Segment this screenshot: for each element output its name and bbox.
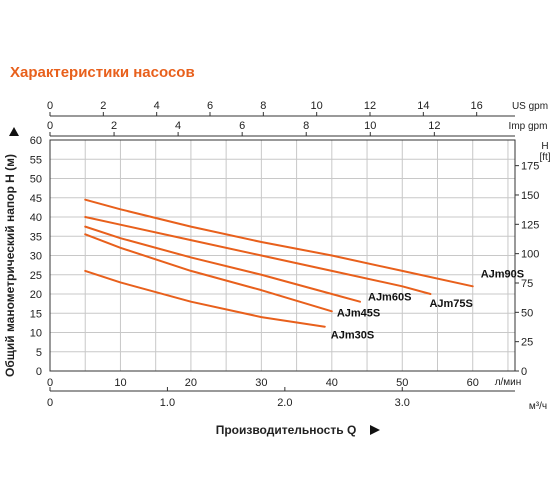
page-title: Характеристики насосов (10, 64, 195, 81)
us-gpm-tick-label: 8 (260, 100, 266, 112)
imp-gpm-tick-label: 4 (175, 120, 181, 132)
y-axis-arrow-icon (9, 127, 19, 136)
m3h-tick-label: 0 (47, 397, 53, 409)
y-tick-label: 15 (30, 308, 42, 320)
y-tick-label: 0 (36, 366, 42, 378)
y-tick-label: 20 (30, 289, 42, 301)
us-gpm-tick-label: 2 (100, 100, 106, 112)
curve-ajm30s (84, 269, 326, 328)
m3h-tick-label: 2.0 (277, 397, 292, 409)
curve-label: AJm90S (481, 268, 524, 280)
imp-gpm-tick-label: 10 (364, 120, 376, 132)
curve-ajm90s (84, 198, 474, 288)
curve-ajm60s (84, 225, 361, 303)
y-tick-label: 60 (30, 135, 42, 147)
x-axis-title: Производительность Q (216, 423, 357, 437)
us-gpm-unit-label: US gpm (512, 101, 548, 112)
curve-label: AJm30S (331, 330, 374, 342)
us-gpm-tick-label: 0 (47, 100, 53, 112)
y-axis-title: Общий манометрический напор Н (м) (3, 154, 17, 377)
curve-label: AJm45S (337, 307, 380, 319)
x-tick-label: 40 (326, 377, 338, 389)
y-tick-label: 35 (30, 231, 42, 243)
y-tick-label: 55 (30, 154, 42, 166)
us-gpm-tick-label: 10 (311, 100, 323, 112)
imp-gpm-unit-label: Imp gpm (509, 121, 548, 132)
feet-tick-label: 125 (521, 219, 539, 231)
y-tick-label: 10 (30, 328, 42, 340)
plot-frame (49, 139, 516, 372)
feet-tick-label: 175 (521, 161, 539, 173)
x-axis-arrow-icon (370, 425, 380, 435)
x-tick-label: 50 (396, 377, 408, 389)
x-tick-label: 0 (47, 377, 53, 389)
y-tick-label: 50 (30, 174, 42, 186)
imp-gpm-tick-label: 0 (47, 120, 53, 132)
feet-tick-label: 0 (521, 366, 527, 378)
curve-label: AJm75S (429, 298, 472, 310)
us-gpm-tick-label: 6 (207, 100, 213, 112)
m3h-tick-label: 3.0 (395, 397, 410, 409)
m3h-tick-label: 1.0 (160, 397, 175, 409)
curve-ajm75s (84, 216, 432, 295)
imp-gpm-tick-label: 6 (239, 120, 245, 132)
feet-tick-label: 50 (521, 307, 533, 319)
y-tick-label: 30 (30, 251, 42, 263)
y-tick-label: 5 (36, 347, 42, 359)
imp-gpm-tick-label: 8 (303, 120, 309, 132)
feet-unit-label: [ft] (539, 152, 550, 163)
us-gpm-tick-label: 16 (471, 100, 483, 112)
us-gpm-tick-label: 14 (417, 100, 429, 112)
imp-gpm-tick-label: 12 (428, 120, 440, 132)
x-tick-label: 20 (185, 377, 197, 389)
us-gpm-tick-label: 4 (154, 100, 160, 112)
x-tick-label: 10 (114, 377, 126, 389)
us-gpm-tick-label: 12 (364, 100, 376, 112)
y-tick-label: 25 (30, 270, 42, 282)
curve-label: AJm60S (368, 292, 411, 304)
feet-tick-label: 150 (521, 190, 539, 202)
feet-axis-label: H (541, 141, 548, 152)
feet-tick-label: 25 (521, 337, 533, 349)
feet-tick-label: 75 (521, 278, 533, 290)
x-unit-label: л/мин (495, 377, 522, 388)
curve-ajm45s (84, 233, 333, 313)
x-tick-label: 60 (467, 377, 479, 389)
feet-tick-label: 100 (521, 249, 539, 261)
imp-gpm-tick-label: 2 (111, 120, 117, 132)
y-tick-label: 40 (30, 212, 42, 224)
x-tick-label: 30 (255, 377, 267, 389)
m3h-unit-label: м³/ч (529, 401, 547, 412)
y-tick-label: 45 (30, 193, 42, 205)
